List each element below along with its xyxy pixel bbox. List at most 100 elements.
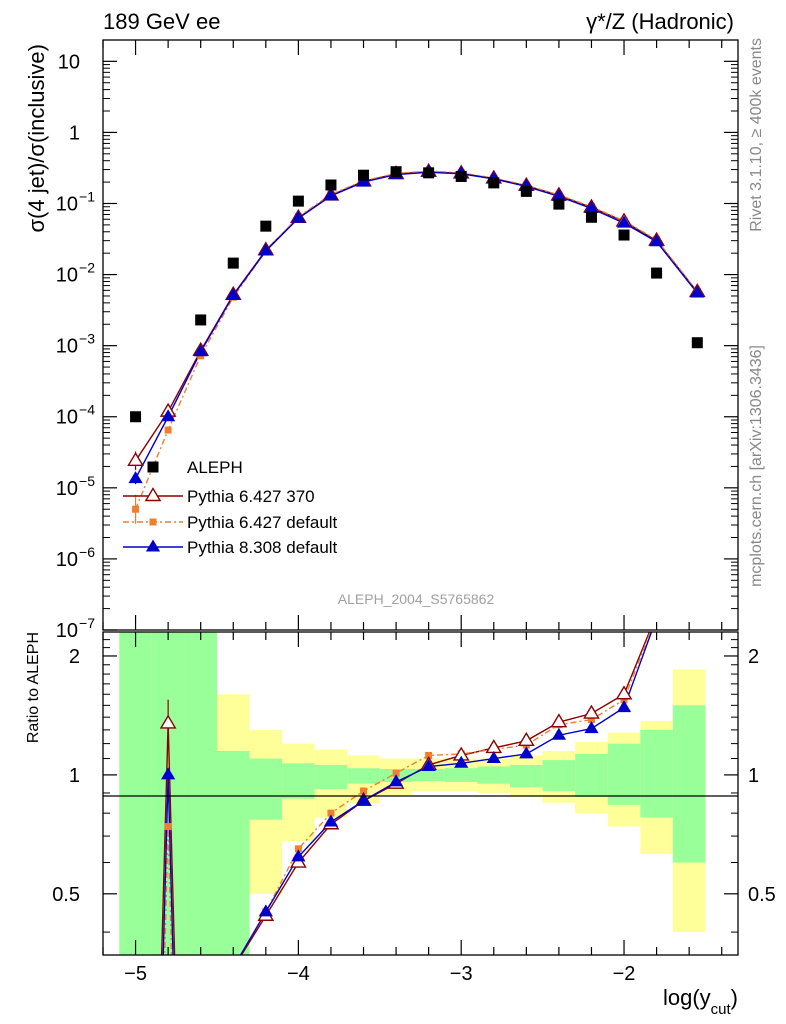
header-right: γ*/Z (Hadronic): [586, 9, 734, 34]
ratio-point: [327, 809, 335, 817]
ratio-point: [584, 721, 599, 734]
main-panel-series: [127, 162, 706, 524]
y-tick-label: 10−7: [56, 615, 95, 642]
data-point: [226, 287, 241, 300]
data-point: [258, 243, 273, 256]
data-point: [551, 188, 567, 201]
green-band-bin: [151, 632, 185, 955]
green-band-bin: [510, 764, 543, 788]
legend-label: Pythia 6.427 default: [187, 513, 338, 532]
green-band-bin: [444, 768, 478, 782]
green-band-bin: [672, 705, 706, 863]
legend-marker: [145, 539, 161, 552]
y-tick-label: 10−3: [56, 331, 95, 358]
ratio-tick-label-left: 2: [69, 646, 80, 668]
green-band-bin: [249, 758, 283, 820]
y-tick-exponent: −4: [79, 402, 95, 418]
data-point: [291, 210, 306, 223]
data-point: [260, 220, 272, 232]
data-point: [553, 198, 565, 210]
analysis-id: ALEPH_2004_S5765862: [338, 591, 495, 607]
ratio-tick-label-right: 1: [748, 765, 759, 787]
main-axis-ticks: 10−7 10−6 10−5 10−4 10−3 10−2 10−1 1 10: [56, 40, 738, 642]
legend: ALEPH Pythia 6.427 370 Pythia 6.427 defaul…: [123, 458, 338, 557]
x-tick-label: −2: [613, 963, 636, 985]
x-axis-label: log(ycut): [663, 985, 738, 1018]
y-tick-label: 10−6: [56, 544, 95, 571]
ratio-axis-ticks: 0.5 0.5 1 1 2 2 −5 −4 −3 −2: [52, 632, 776, 985]
ratio-panel-frame: [102, 631, 739, 956]
ratio-point: [616, 700, 632, 713]
data-point: [690, 285, 705, 298]
data-point: [618, 229, 630, 241]
data-point: [455, 170, 467, 182]
mcplots-label: mcplots.cern.ch [arXiv:1306.3436]: [748, 345, 765, 587]
ratio-point: [550, 713, 568, 728]
y-tick-label: 10: [58, 51, 80, 73]
ratio-point: [164, 823, 172, 831]
data-point: [616, 215, 632, 228]
data-point: [585, 211, 597, 223]
header-left: 189 GeV ee: [103, 9, 220, 34]
ratio-point: [258, 904, 273, 917]
data-point: [325, 179, 337, 191]
data-point: [323, 188, 339, 201]
green-band-bin: [607, 743, 641, 805]
data-point: [691, 337, 703, 349]
green-band-bin: [640, 729, 673, 818]
green-band-bin: [184, 632, 217, 955]
data-point: [195, 314, 207, 326]
green-band-bin: [575, 753, 608, 797]
data-point: [390, 166, 402, 178]
y-tick-exponent: −7: [79, 615, 95, 631]
data-point: [161, 409, 176, 422]
y-tick-label: 1: [69, 122, 80, 144]
ratio-series-line: [239, 632, 653, 955]
data-point: [520, 185, 532, 197]
ratio-point: [583, 704, 600, 719]
series-line: [134, 171, 698, 479]
data-point: [292, 195, 304, 207]
ratio-point: [323, 814, 339, 827]
y-tick-label: 10−2: [56, 260, 95, 287]
legend-label: Pythia 6.427 370: [187, 487, 315, 506]
ratio-tick-label-left: 0.5: [52, 884, 80, 906]
ratio-point: [519, 746, 534, 759]
ratio-tick-label-right: 0.5: [748, 884, 776, 906]
ratio-uncertainty-bands: [119, 632, 706, 955]
series-line: [134, 171, 698, 462]
y-tick-label: 10−5: [56, 473, 95, 500]
ratio-point: [425, 751, 433, 759]
ratio-point: [392, 769, 400, 777]
ratio-point: [587, 716, 595, 724]
ratio-point: [291, 849, 306, 862]
ratio-point: [517, 731, 535, 746]
data-point: [488, 177, 500, 189]
data-point: [130, 411, 142, 423]
legend-marker: [149, 518, 157, 526]
ratio-series-line: [239, 632, 652, 955]
green-band-bin: [314, 764, 348, 790]
green-band-bin: [347, 768, 380, 784]
green-band-bin: [282, 763, 315, 799]
ratio-point: [620, 696, 628, 704]
data-point: [423, 167, 435, 179]
y-tick-exponent: −2: [79, 260, 95, 276]
main-ylabel: σ(4 jet)/σ(inclusive): [24, 44, 49, 233]
green-band-bin: [119, 632, 152, 955]
x-tick-label: −4: [287, 963, 310, 985]
data-point: [132, 505, 140, 513]
green-band-bin: [216, 750, 250, 955]
green-band-bin: [412, 768, 445, 782]
data-point: [358, 169, 370, 181]
legend-label: Pythia 8.308 default: [187, 538, 338, 557]
legend-label: ALEPH: [187, 458, 243, 477]
data-point: [127, 451, 144, 467]
ratio-tick-label-right: 2: [748, 646, 759, 668]
data-point: [649, 234, 664, 247]
y-tick-exponent: −5: [79, 473, 95, 489]
ratio-point: [551, 727, 567, 740]
green-band-bin: [477, 766, 511, 784]
y-tick-label: 10−4: [56, 402, 95, 429]
